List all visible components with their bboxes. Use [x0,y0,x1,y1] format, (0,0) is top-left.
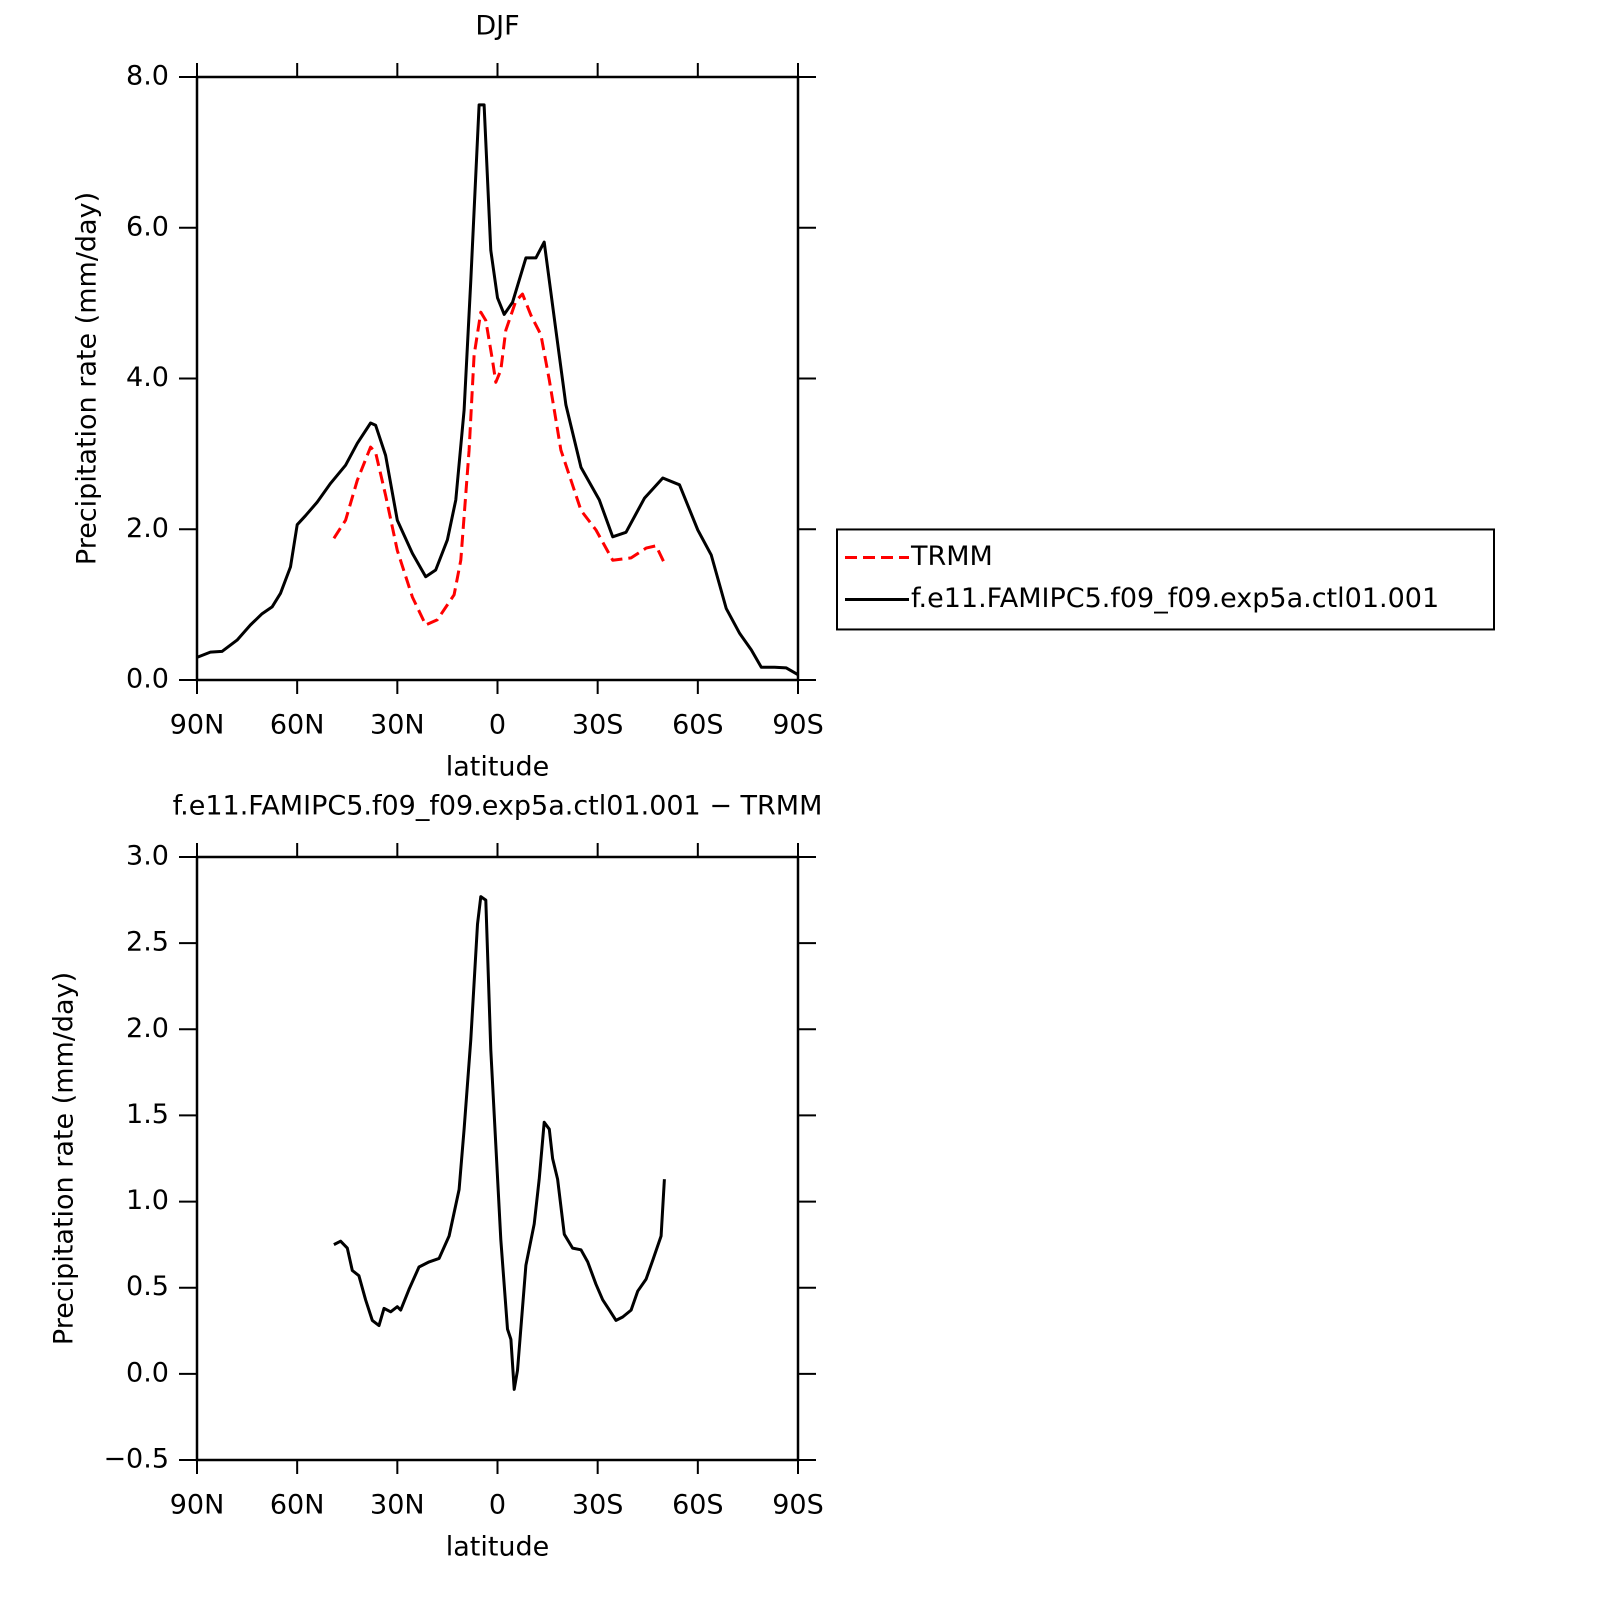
chart-title: f.e11.FAMIPC5.f09_f09.exp5a.ctl01.001 − … [173,791,823,822]
legend-label: f.e11.FAMIPC5.f09_f09.exp5a.ctl01.001 [911,583,1439,614]
legend-label: TRMM [910,541,993,572]
x-tick-label: 60S [672,710,724,741]
x-tick-label: 90N [170,710,225,741]
x-tick-label: 60N [270,710,325,741]
x-tick-label: 30S [572,710,624,741]
data-line [332,292,666,627]
x-tick-label: 30N [370,710,425,741]
x-tick-label: 0 [489,710,506,741]
y-tick-label: 1.5 [126,1099,169,1130]
legend-box [836,528,1495,631]
x-tick-label: 60S [672,1490,724,1521]
x-tick-label: 30S [572,1490,624,1521]
y-axis-label: Precipitation rate (mm/day) [49,972,80,1345]
y-tick-label: 2.5 [126,927,169,958]
y-tick-label: 0.0 [126,664,169,695]
y-tick-label: 8.0 [126,61,169,92]
y-tick-label: 0.5 [126,1271,169,1302]
plot-frame [195,855,800,1462]
x-tick-label: 0 [489,1490,506,1521]
y-tick-label: −0.5 [103,1444,169,1475]
y-tick-label: 2.0 [126,1013,169,1044]
x-tick-label: 30N [370,1490,425,1521]
y-tick-label: 3.0 [126,841,169,872]
y-tick-label: 0.0 [126,1357,169,1388]
y-tick-label: 2.0 [126,513,169,544]
y-axis-label: Precipitation rate (mm/day) [72,192,103,565]
x-tick-label: 90S [772,1490,824,1521]
data-line [196,103,799,676]
x-axis-label: latitude [446,1532,550,1563]
plot-frame [195,75,800,682]
x-axis-label: latitude [446,752,550,783]
x-tick-label: 60N [270,1490,325,1521]
y-tick-label: 6.0 [126,211,169,242]
chart-title: DJF [475,11,519,42]
x-tick-label: 90S [772,710,824,741]
x-tick-label: 90N [170,1490,225,1521]
y-tick-label: 4.0 [126,362,169,393]
y-tick-label: 1.0 [126,1185,169,1216]
data-line [333,895,666,1391]
